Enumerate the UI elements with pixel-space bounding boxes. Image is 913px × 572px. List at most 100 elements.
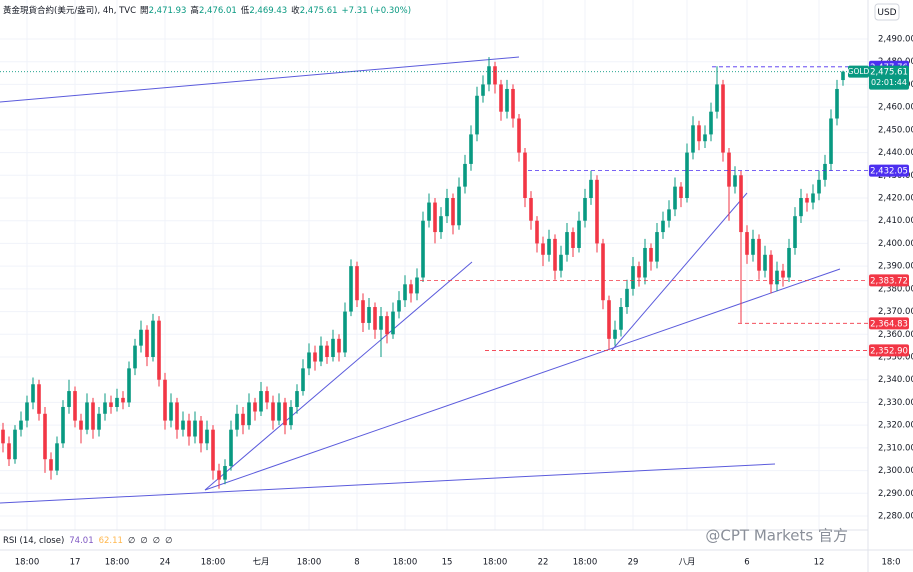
current-price-box bbox=[869, 65, 909, 90]
candle-body bbox=[523, 152, 527, 198]
ohlc-value: 2,469.43 bbox=[249, 6, 287, 16]
candle-body bbox=[151, 320, 155, 357]
candle-body bbox=[193, 420, 197, 437]
candle-body bbox=[823, 163, 827, 180]
candle-body bbox=[331, 338, 335, 357]
candle-body bbox=[709, 111, 713, 135]
candle-body bbox=[169, 402, 173, 421]
candle-body bbox=[109, 402, 113, 407]
candle-body bbox=[493, 66, 497, 85]
candle-body bbox=[67, 391, 71, 407]
candle-body bbox=[295, 391, 299, 407]
ohlc-value: 2,475.61 bbox=[300, 6, 338, 16]
candle-body bbox=[835, 88, 839, 119]
candle-body bbox=[427, 202, 431, 221]
ohlc-value: 2,476.01 bbox=[199, 6, 237, 16]
x-tick-label: 18:00 bbox=[297, 558, 322, 568]
level-label: 2,432.05 bbox=[870, 167, 908, 177]
candle-body bbox=[469, 134, 473, 164]
y-tick-label: 2,400.00 bbox=[878, 239, 913, 249]
x-tick-label: 18:00 bbox=[573, 558, 598, 568]
trend-line bbox=[0, 463, 776, 504]
candle-body bbox=[619, 307, 623, 330]
candle-body bbox=[19, 420, 23, 430]
y-tick-label: 2,440.00 bbox=[878, 148, 913, 158]
indicator-value: ∅ bbox=[165, 536, 172, 546]
candle-body bbox=[115, 397, 119, 407]
x-tick-label: 18:00 bbox=[201, 558, 226, 568]
candle-body bbox=[481, 84, 485, 96]
candle-body bbox=[799, 198, 803, 217]
candle-body bbox=[85, 402, 89, 430]
candle-body bbox=[445, 198, 449, 217]
candle-body bbox=[727, 152, 731, 187]
candle-body bbox=[55, 443, 59, 471]
candle-body bbox=[841, 71, 845, 81]
watermark: @CPT Markets 官方 bbox=[705, 527, 848, 545]
candle-body bbox=[253, 402, 257, 412]
change: +7.31 (+0.30%) bbox=[342, 6, 412, 16]
candle-body bbox=[7, 443, 11, 460]
currency-box bbox=[874, 3, 900, 21]
x-tick-label: 15 bbox=[442, 558, 453, 568]
x-tick-label: 6 bbox=[744, 558, 749, 568]
x-tick-label: 18:00 bbox=[105, 558, 130, 568]
candle-body bbox=[415, 277, 419, 294]
candle-body bbox=[391, 311, 395, 335]
candle-body bbox=[175, 402, 179, 430]
candle-body bbox=[451, 198, 455, 226]
candle-body bbox=[163, 379, 167, 421]
candle-body bbox=[775, 270, 779, 285]
candle-body bbox=[583, 198, 587, 221]
candle-body bbox=[79, 420, 83, 430]
candle-body bbox=[769, 254, 773, 285]
candle-body bbox=[607, 300, 611, 339]
x-tick-label: 8 bbox=[354, 558, 359, 568]
x-tick-label: 12 bbox=[814, 558, 825, 568]
candle-body bbox=[283, 402, 287, 426]
candle-body bbox=[511, 88, 515, 119]
trend-line bbox=[204, 261, 473, 491]
candle-body bbox=[373, 307, 377, 330]
candle-body bbox=[499, 84, 503, 112]
x-tick-label: 17 bbox=[70, 558, 81, 568]
candle-body bbox=[439, 216, 443, 233]
candle-body bbox=[565, 232, 569, 255]
level-label-box bbox=[869, 317, 909, 330]
candle-body bbox=[49, 459, 53, 471]
level-label-box bbox=[869, 164, 909, 177]
candle-body bbox=[217, 470, 221, 480]
y-tick-label: 2,340.00 bbox=[878, 375, 913, 385]
candle-body bbox=[595, 179, 599, 244]
candle-body bbox=[685, 152, 689, 198]
candle-body bbox=[613, 329, 617, 339]
candle-body bbox=[121, 397, 125, 403]
trend-line bbox=[0, 56, 520, 103]
candle-body bbox=[301, 368, 305, 392]
level-label: 2,383.72 bbox=[870, 276, 908, 286]
candle-body bbox=[43, 413, 47, 460]
candle-body bbox=[733, 175, 737, 187]
indicator-value: ∅ bbox=[140, 536, 147, 546]
candle-body bbox=[403, 284, 407, 301]
candle-body bbox=[643, 247, 647, 278]
candle-body bbox=[715, 84, 719, 112]
candle-body bbox=[721, 84, 725, 153]
candle-body bbox=[637, 266, 641, 278]
candle-body bbox=[505, 88, 509, 112]
candle-body bbox=[271, 402, 275, 421]
candle-body bbox=[247, 402, 251, 426]
trend-line bbox=[204, 268, 841, 491]
candle-body bbox=[649, 247, 653, 262]
candle-body bbox=[535, 220, 539, 244]
candle-body bbox=[475, 95, 479, 135]
candle-body bbox=[703, 134, 707, 142]
ohlc-name: 收 bbox=[291, 5, 300, 16]
ohlc-value: 2,471.93 bbox=[149, 6, 187, 16]
candle-body bbox=[73, 391, 77, 421]
x-tick-label: 24 bbox=[160, 558, 171, 568]
candle-body bbox=[337, 338, 341, 353]
current-price: 2,475.61 bbox=[870, 68, 908, 78]
candle-body bbox=[259, 391, 263, 412]
